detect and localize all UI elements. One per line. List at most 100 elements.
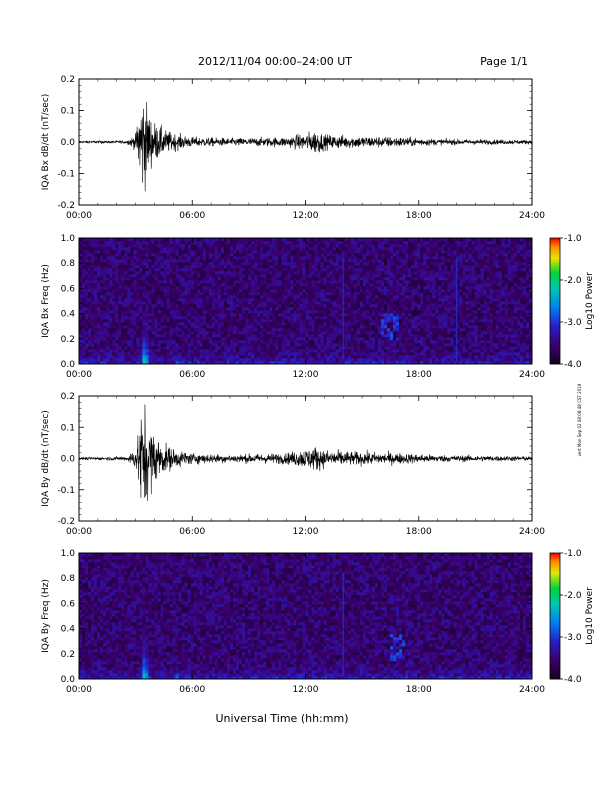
spectrogram-cell <box>187 289 192 293</box>
spectrogram-cell <box>269 346 273 350</box>
spectrogram-cell <box>323 274 327 278</box>
spectrogram-cell <box>163 349 167 353</box>
spectrogram-cell <box>205 316 210 320</box>
spectrogram-cell <box>257 238 261 242</box>
spectrogram-cell <box>82 361 86 364</box>
spectrogram-cell <box>275 298 279 302</box>
spectrogram-cell <box>402 277 406 281</box>
spectrogram-cell <box>251 310 255 314</box>
spectrogram-cell <box>393 340 397 344</box>
spectrogram-cell <box>88 238 92 242</box>
spectrogram-cell <box>287 244 291 248</box>
spectrogram-cell <box>181 307 185 311</box>
spectrogram-cell <box>190 343 195 347</box>
spectrogram-cell <box>230 301 234 305</box>
spectrogram-cell <box>390 319 394 323</box>
spectrogram-cell <box>284 337 288 341</box>
spectrogram-cell <box>323 271 327 275</box>
spectrogram-cell <box>251 292 255 296</box>
spectrogram-cell <box>426 259 430 263</box>
spectrogram-cell <box>187 298 192 302</box>
spectrogram-cell <box>220 271 225 275</box>
spectrogram-cell <box>387 292 391 296</box>
spectrogram-cell <box>314 292 318 296</box>
spectrogram-cell <box>154 298 158 302</box>
spectrogram-cell <box>94 322 98 326</box>
spectrogram-cell <box>251 280 255 284</box>
spectrogram-cell <box>344 352 349 356</box>
spectrogram-cell <box>154 349 158 353</box>
spectrogram-cell <box>284 241 288 245</box>
spectrogram-cell <box>97 343 101 347</box>
spectrogram-cell <box>260 265 264 269</box>
spectrogram-cell <box>423 271 427 275</box>
spectrogram-cell <box>254 313 258 317</box>
spectrogram-cell <box>414 277 418 281</box>
spectrogram-cell <box>251 241 255 245</box>
spectrogram-cell <box>82 298 86 302</box>
spectrogram-cell <box>287 325 291 329</box>
spectrogram-cell <box>115 301 119 305</box>
spectrogram-cell <box>260 325 264 329</box>
spectrogram-cell <box>368 271 373 275</box>
spectrogram-cell <box>420 280 424 284</box>
spectrogram-cell <box>314 340 318 344</box>
spectrogram-cell <box>287 262 291 266</box>
spectrogram-cell <box>223 346 228 350</box>
spectrogram-cell <box>293 346 297 350</box>
spectrogram-cell <box>305 304 309 308</box>
spectrogram-cell <box>329 265 333 269</box>
spectrogram-cell <box>199 313 204 317</box>
spectrogram-cell <box>226 355 231 359</box>
spectrogram-cell <box>242 355 246 359</box>
spectrogram-cell <box>217 301 222 305</box>
spectrogram-cell <box>323 340 327 344</box>
spectrogram-cell <box>278 361 282 364</box>
spectrogram-cell <box>423 352 427 356</box>
spectrogram-cell <box>377 292 382 296</box>
spectrogram-cell <box>326 247 330 251</box>
spectrogram-cell <box>350 256 355 260</box>
spectrogram-cell <box>239 310 243 314</box>
spectrogram-cell <box>136 283 140 287</box>
spectrogram-cell <box>160 277 164 281</box>
spectrogram-cell <box>284 304 288 308</box>
spectrogram-cell <box>208 274 213 278</box>
spectrogram-cell <box>136 334 140 338</box>
spectrogram-cell <box>109 268 113 272</box>
spectrogram-cell <box>426 310 430 314</box>
spectrogram-cell <box>408 277 412 281</box>
spectrogram-cell <box>172 271 176 275</box>
spectrogram-cell <box>350 286 355 290</box>
spectrogram-cell <box>390 361 394 364</box>
spectrogram-cell <box>302 277 306 281</box>
spectrogram-cell <box>85 304 89 308</box>
spectrogram-cell <box>248 328 252 332</box>
spectrogram-cell <box>399 271 403 275</box>
spectrogram-cell <box>127 253 131 257</box>
spectrogram-cell <box>88 358 92 362</box>
spectrogram-cell <box>248 343 252 347</box>
spectrogram-cell <box>362 304 367 308</box>
spectrogram-cell <box>371 289 376 293</box>
spectrogram-cell <box>257 274 261 278</box>
spectrogram-cell <box>208 331 213 335</box>
spectrogram-cell <box>269 271 273 275</box>
spectrogram-cell <box>284 250 288 254</box>
spectrogram-cell <box>160 343 164 347</box>
spectrogram-cell <box>399 253 403 257</box>
spectrogram-cell <box>127 349 131 353</box>
spectrogram-cell <box>260 349 264 353</box>
spectrogram-cell <box>88 256 92 260</box>
spectrogram-cell <box>426 250 430 254</box>
spectrogram-cell <box>196 271 201 275</box>
spectrogram-cell <box>196 238 201 242</box>
spectrogram-cell <box>426 298 430 302</box>
spectrogram-cell <box>423 328 427 332</box>
spectrogram-cell <box>266 280 270 284</box>
spectrogram-cell <box>133 343 137 347</box>
spectrogram-cell <box>142 298 146 302</box>
spectrogram-cell <box>368 262 373 266</box>
spectrogram-cell <box>399 349 403 353</box>
spectrogram-cell <box>226 349 231 353</box>
